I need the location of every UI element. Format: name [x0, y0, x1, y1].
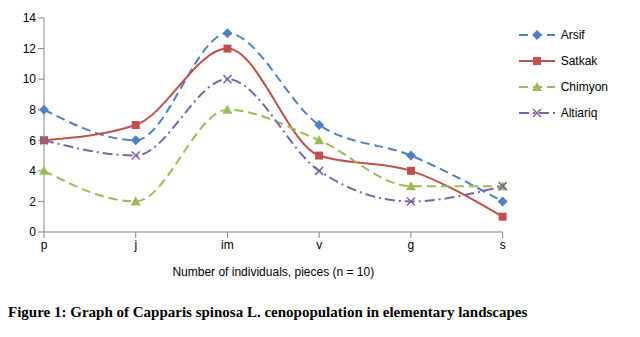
html-text:Figure 1: Graph of Capparis sp: Figure 1: Graph of Capparis spinosa L. c… — [8, 304, 528, 320]
svg-text:im: im — [221, 238, 234, 252]
svg-text:Number of individuals, pieces: Number of individuals, pieces (n = 10) — [172, 265, 374, 279]
html-text:Arsif: Arsif — [560, 28, 585, 42]
svg-text:6: 6 — [29, 134, 36, 148]
html-text:Satkak: Satkak — [560, 54, 598, 68]
svg-text:12: 12 — [23, 42, 37, 56]
svg-text:8: 8 — [29, 103, 36, 117]
svg-text:j: j — [133, 238, 137, 252]
html-text:Altiariq: Altiariq — [560, 106, 598, 120]
svg-text:10: 10 — [23, 72, 37, 86]
svg-text:14: 14 — [23, 11, 37, 25]
svg-text:v: v — [316, 238, 322, 252]
svg-text:g: g — [408, 238, 415, 252]
svg-text:p: p — [41, 238, 48, 252]
svg-text:4: 4 — [29, 164, 36, 178]
html-text:Chimyon: Chimyon — [560, 80, 608, 94]
svg-text:s: s — [500, 238, 506, 252]
svg-text:0: 0 — [29, 225, 36, 239]
svg-text:2: 2 — [29, 195, 36, 209]
